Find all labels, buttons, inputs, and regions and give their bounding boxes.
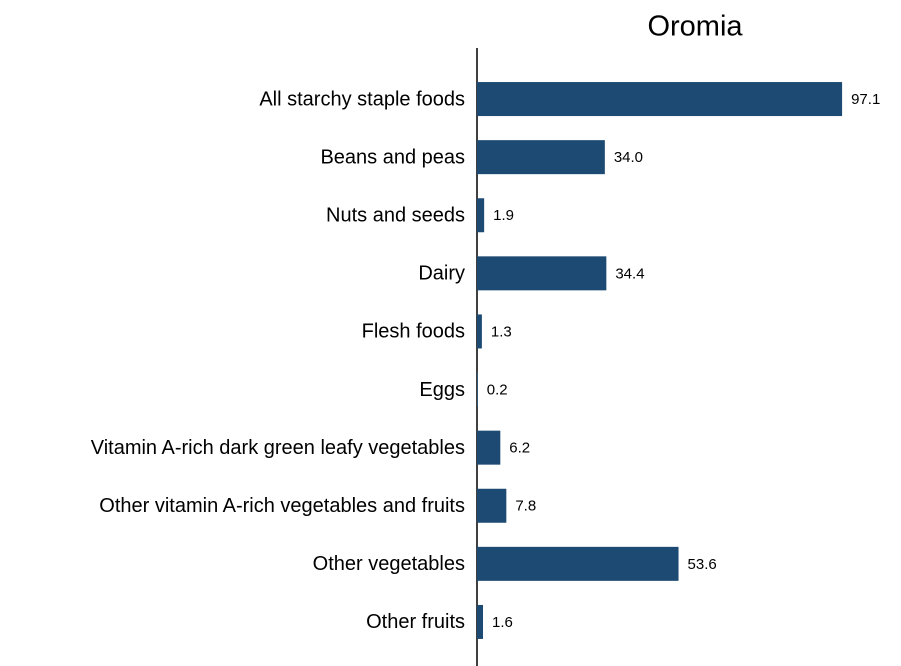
chart-title: Oromia bbox=[647, 11, 743, 43]
y-tick-label: Vitamin A-rich dark green leafy vegetabl… bbox=[91, 437, 465, 459]
bar bbox=[477, 314, 482, 349]
bar bbox=[477, 604, 484, 639]
bar bbox=[477, 140, 605, 175]
y-tick-label: Other vitamin A-rich vegetables and frui… bbox=[99, 495, 465, 517]
y-tick-label: Nuts and seeds bbox=[326, 205, 465, 227]
bar bbox=[477, 372, 478, 407]
bar bbox=[477, 430, 501, 465]
y-tick-label: Other vegetables bbox=[313, 553, 465, 575]
value-label: 6.2 bbox=[509, 440, 530, 457]
bar bbox=[477, 256, 607, 291]
bar bbox=[477, 198, 485, 233]
bar bbox=[477, 488, 507, 523]
value-label: 0.2 bbox=[487, 382, 508, 399]
bar bbox=[477, 82, 843, 117]
y-tick-label: Other fruits bbox=[366, 611, 465, 633]
value-label: 7.8 bbox=[515, 498, 536, 515]
value-label: 1.3 bbox=[491, 323, 512, 340]
value-label: 53.6 bbox=[688, 556, 717, 573]
bar bbox=[477, 546, 679, 581]
value-label: 1.9 bbox=[493, 207, 514, 224]
y-tick-label: Eggs bbox=[419, 379, 465, 401]
value-label: 34.0 bbox=[614, 149, 643, 166]
value-label: 34.4 bbox=[615, 265, 644, 282]
y-tick-label: All starchy staple foods bbox=[259, 88, 465, 110]
value-label: 1.6 bbox=[492, 614, 513, 631]
value-label: 97.1 bbox=[851, 91, 880, 108]
y-tick-label: Flesh foods bbox=[362, 321, 465, 343]
y-tick-label: Dairy bbox=[418, 263, 465, 285]
y-tick-label: Beans and peas bbox=[320, 146, 465, 168]
